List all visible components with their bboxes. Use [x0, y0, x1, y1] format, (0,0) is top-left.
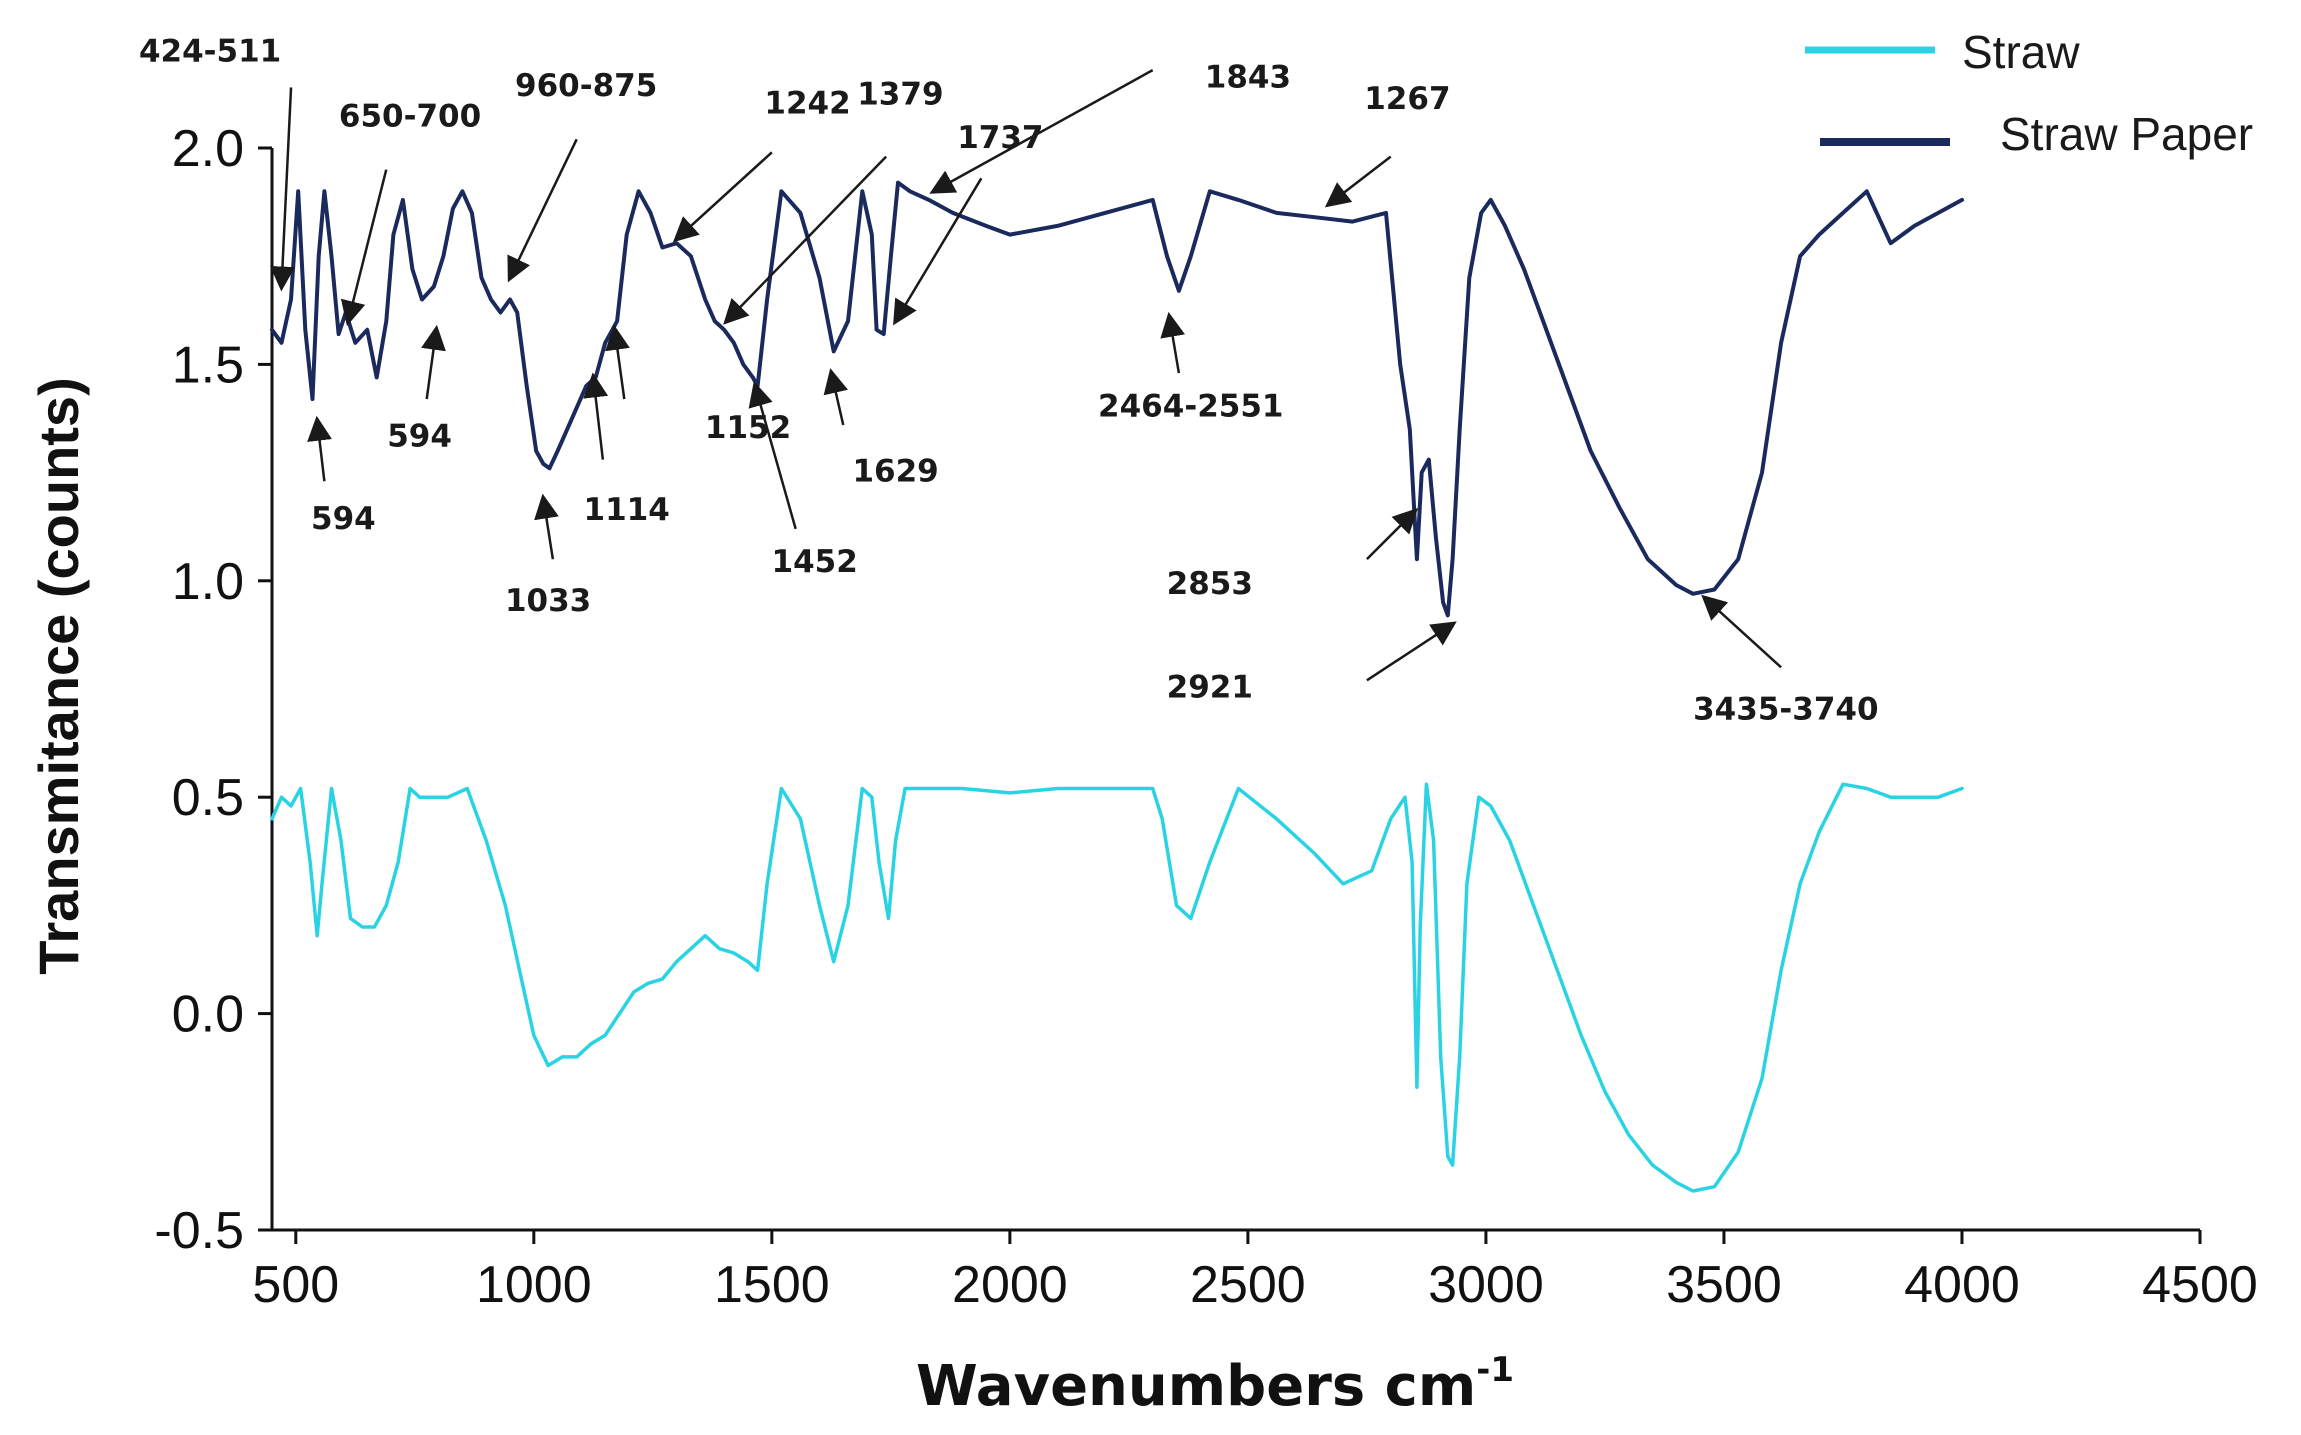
annotation-arrow [1160, 311, 1186, 374]
annotation-arrow [723, 155, 888, 325]
annotation-arrow [421, 324, 446, 400]
annotation-label: 2853 [1167, 566, 1253, 602]
annotation-label: 1629 [852, 453, 938, 489]
x-tick-label: 1000 [476, 1256, 592, 1314]
annotation-label: 1843 [1205, 59, 1291, 95]
x-axis-label-superscript: -1 [1476, 1350, 1514, 1390]
annotation-arrow [748, 381, 797, 530]
x-axis-label-text: Wavenumbers cm [916, 1354, 1476, 1419]
annotation-arrow [340, 169, 388, 326]
annotation-arrow [507, 138, 578, 283]
series-layer [270, 180, 1964, 1193]
annotation-arrow [893, 177, 983, 326]
annotation-label: 1033 [505, 583, 591, 619]
annotation-arrow [1366, 508, 1419, 561]
annotation-label: 1152 [705, 410, 791, 446]
y-tick-label: -0.5 [154, 1202, 244, 1260]
annotation-label: 1452 [772, 544, 858, 580]
series-line-straw-paper [270, 180, 1964, 618]
legend-label-straw-paper: Straw Paper [2000, 108, 2253, 160]
y-tick-label: 0.0 [172, 986, 244, 1044]
peak-annotation: 1267 [1324, 81, 1451, 208]
annotation-arrow [269, 87, 295, 292]
x-tick-label: 500 [252, 1256, 339, 1314]
y-axis-label: Transmitance (counts) [27, 377, 90, 974]
annotation-label: 2921 [1167, 670, 1253, 706]
annotation-label: 594 [311, 501, 376, 537]
peak-annotation: 594 [307, 415, 376, 537]
annotation-label: 650-700 [339, 98, 481, 134]
peak-annotation: 424-511 [139, 33, 295, 292]
peak-annotation: 1152 [605, 324, 791, 446]
peak-annotation: 2921 [1167, 621, 1457, 706]
annotation-label: 960-875 [515, 68, 657, 104]
peak-annotation: 960-875 [507, 68, 657, 283]
legend-label-straw: Straw [1962, 26, 2080, 78]
peak-annotation: 2464-2551 [1098, 311, 1283, 424]
x-tick-label: 4000 [1904, 1256, 2020, 1314]
annotation-arrow [1366, 621, 1457, 682]
x-tick-label: 3000 [1428, 1256, 1544, 1314]
peak-annotation: 1379 [723, 77, 944, 325]
x-tick-label: 2000 [952, 1256, 1068, 1314]
y-tick-label: 1.5 [172, 336, 244, 394]
annotation-arrow [1324, 155, 1392, 208]
peak-annotation: 1114 [583, 372, 670, 528]
x-tick-label: 3500 [1666, 1256, 1782, 1314]
annotation-label: 1114 [584, 492, 670, 528]
annotation-label: 3435-3740 [1693, 691, 1878, 727]
annotation-arrow [307, 415, 332, 482]
peak-annotation: 1452 [748, 381, 858, 580]
y-tick-label: 0.5 [172, 769, 244, 827]
peak-annotation: 1843 [929, 59, 1291, 194]
x-axis-label: Wavenumbers cm-1 [916, 1350, 1514, 1419]
annotation-label: 2464-2551 [1098, 388, 1283, 424]
annotation-label: 594 [387, 419, 452, 455]
x-tick-label: 2500 [1190, 1256, 1306, 1314]
annotation-arrow [1701, 594, 1782, 669]
annotation-arrow [823, 368, 849, 426]
series-line-straw [270, 782, 1964, 1193]
x-tick-label: 1500 [714, 1256, 830, 1314]
y-tick-label: 2.0 [172, 120, 244, 178]
peak-annotation: 1629 [823, 368, 939, 489]
annotation-label: 424-511 [139, 33, 281, 69]
x-tick-label: 4500 [2142, 1256, 2258, 1314]
peak-annotation: 1033 [505, 493, 591, 619]
peak-annotation: 650-700 [339, 98, 481, 326]
annotation-arrow [929, 69, 1154, 194]
legend: Straw Straw Paper [1805, 26, 2253, 160]
peak-annotation: 2853 [1167, 508, 1419, 602]
y-tick-label: 1.0 [172, 553, 244, 611]
peak-annotation: 594 [387, 324, 452, 455]
peak-annotation: 3435-3740 [1693, 594, 1879, 727]
peak-annotation: 1242 [672, 85, 851, 243]
annotation-label: 1379 [857, 77, 943, 113]
annotation-arrow [672, 151, 773, 243]
annotation-label: 1242 [764, 85, 850, 121]
annotation-label: 1267 [1364, 81, 1450, 117]
annotation-arrow [583, 372, 609, 460]
annotation-arrow [534, 493, 559, 560]
axes: 500 1000 1500 2000 2500 3000 3500 4000 4500 -0.5 0… [154, 120, 2257, 1314]
annotation-arrow [605, 324, 630, 400]
